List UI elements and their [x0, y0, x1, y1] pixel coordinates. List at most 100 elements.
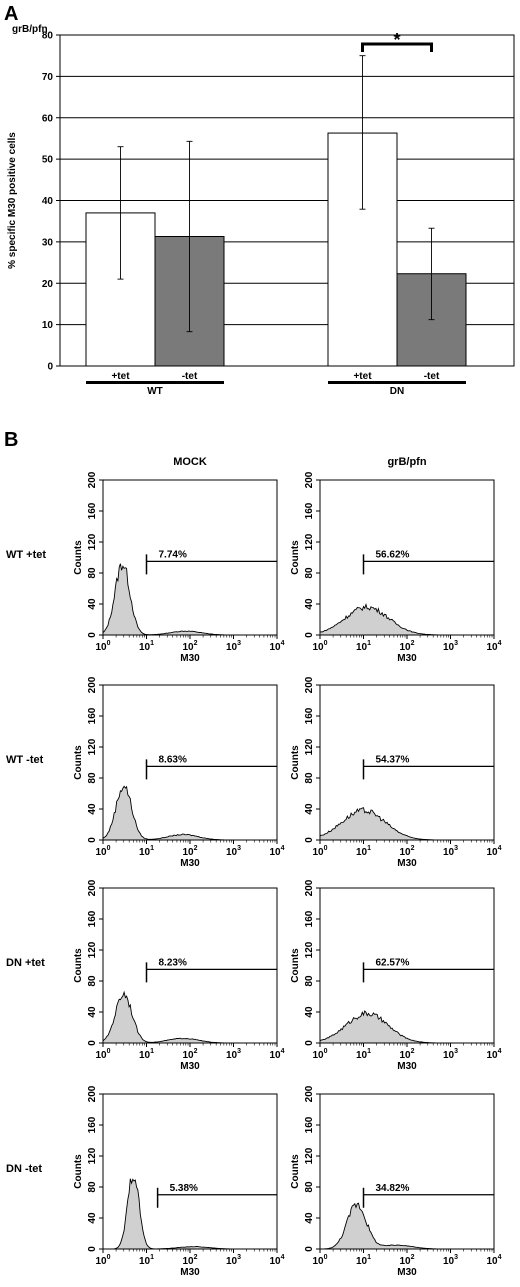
histogram-grid: MOCK grB/pfn WT +tet WT -tet DN +tet DN -tet 0…: [6, 456, 502, 1278]
category-label: +tet: [111, 371, 130, 382]
x-tick-base: 10: [486, 1256, 498, 1267]
column-header: MOCK: [173, 456, 207, 468]
x-tick-base: 10: [226, 642, 238, 653]
y-tick-label: 40: [304, 1006, 315, 1018]
y-tick-label: 120: [87, 738, 98, 755]
x-tick-base: 10: [312, 1050, 324, 1061]
y-tick-label: 160: [87, 910, 98, 927]
x-tick-base: 10: [95, 1256, 107, 1267]
x-tick-base: 10: [139, 1256, 151, 1267]
x-axis-label: M30: [180, 653, 200, 664]
x-tick-label: 103: [443, 640, 458, 653]
y-tick-label: 80: [304, 772, 315, 784]
bar: [85, 212, 156, 367]
y-tick-label: 0: [304, 632, 315, 638]
y-tick-label: 80: [304, 975, 315, 987]
y-tick-label: 160: [304, 707, 315, 724]
x-tick-exponent: 3: [237, 845, 241, 852]
gate-percent: 8.23%: [159, 957, 187, 968]
x-tick-base: 10: [312, 1256, 324, 1267]
histogram-curve: [319, 807, 494, 841]
x-tick-base: 10: [312, 642, 324, 653]
x-tick-label: 103: [226, 845, 241, 858]
x-tick-label: 101: [356, 1254, 371, 1267]
x-tick-exponent: 4: [498, 640, 502, 647]
histogram-curve: [319, 602, 494, 636]
y-tick-label: 200: [304, 879, 315, 896]
y-tick-label: 40: [87, 1212, 98, 1224]
y-tick-label: 0: [87, 1246, 98, 1252]
x-tick-label: 101: [139, 1048, 154, 1061]
x-tick-exponent: 4: [498, 845, 502, 852]
chart-title: grB/pfn: [12, 24, 48, 35]
y-tick-label: 200: [304, 676, 315, 693]
x-tick-exponent: 0: [324, 845, 328, 852]
x-tick-base: 10: [226, 1050, 238, 1061]
y-tick-label: 120: [304, 533, 315, 550]
x-tick-exponent: 0: [324, 640, 328, 647]
x-tick-label: 104: [486, 640, 501, 653]
gate-percent: 56.62%: [376, 549, 410, 560]
x-tick-label: 102: [182, 1048, 197, 1061]
y-tick-label: 0: [87, 837, 98, 843]
x-axis-label: M30: [180, 1267, 200, 1278]
category-label: -tet: [424, 371, 440, 382]
x-axis-label: M30: [397, 1267, 417, 1278]
y-axis-label: Counts: [73, 540, 84, 575]
x-tick-label: 103: [226, 1254, 241, 1267]
x-tick-base: 10: [182, 642, 194, 653]
y-tick-label: 0: [304, 1040, 315, 1046]
x-tick-base: 10: [312, 847, 324, 858]
x-tick-base: 10: [443, 642, 455, 653]
x-tick-exponent: 4: [281, 1048, 285, 1055]
y-axis-label: % specific M30 positive cells: [7, 132, 18, 269]
histogram-curve: [319, 1010, 494, 1044]
x-tick-base: 10: [182, 1050, 194, 1061]
y-tick-label: 40: [304, 598, 315, 610]
gate-percent: 34.82%: [376, 1183, 410, 1194]
x-tick-exponent: 2: [194, 1048, 198, 1055]
y-tick-label: 160: [87, 502, 98, 519]
x-tick-base: 10: [486, 847, 498, 858]
group-underline: [86, 381, 224, 384]
x-tick-label: 103: [443, 1254, 458, 1267]
gate-percent: 8.63%: [159, 754, 187, 765]
x-tick-exponent: 2: [194, 640, 198, 647]
x-tick-label: 104: [486, 1048, 501, 1061]
gate-percent: 7.74%: [159, 549, 187, 560]
x-tick-exponent: 3: [237, 1048, 241, 1055]
y-axis-label: Counts: [290, 1154, 301, 1189]
x-tick-label: 101: [139, 1254, 154, 1267]
significance-bracket: [361, 42, 433, 52]
x-tick-label: 103: [226, 1048, 241, 1061]
x-tick-label: 101: [356, 845, 371, 858]
histogram-curve: [103, 1178, 277, 1250]
x-tick-label: 104: [486, 1254, 501, 1267]
x-tick-base: 10: [443, 1050, 455, 1061]
x-tick-exponent: 1: [150, 1048, 154, 1055]
x-tick-label: 100: [312, 845, 327, 858]
significance-marker: *: [393, 30, 400, 50]
y-tick-label: 160: [87, 1116, 98, 1133]
x-tick-exponent: 3: [454, 640, 458, 647]
x-tick-label: 102: [182, 640, 197, 653]
x-tick-label: 103: [443, 1048, 458, 1061]
x-tick-label: 101: [356, 1048, 371, 1061]
y-tick-label: 40: [87, 598, 98, 610]
x-tick-label: 100: [95, 845, 110, 858]
x-tick-base: 10: [486, 642, 498, 653]
x-tick-base: 10: [356, 642, 368, 653]
x-tick-label: 100: [312, 640, 327, 653]
x-tick-label: 102: [182, 1254, 197, 1267]
x-tick-exponent: 0: [324, 1048, 328, 1055]
panel-letter-a: A: [4, 3, 18, 25]
group-label: WT: [147, 386, 163, 397]
y-axis-label: Counts: [290, 540, 301, 575]
x-tick-base: 10: [95, 1050, 107, 1061]
category-label: -tet: [182, 371, 198, 382]
